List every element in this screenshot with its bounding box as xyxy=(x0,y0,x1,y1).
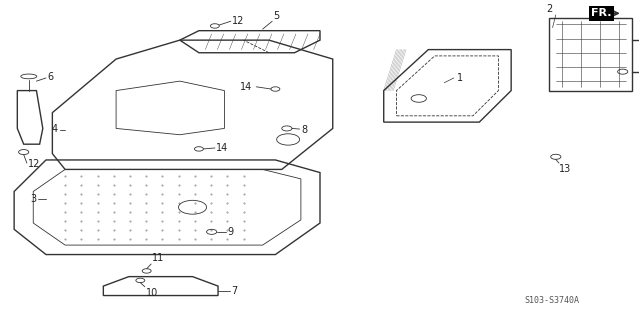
Text: 12: 12 xyxy=(28,159,40,169)
Text: S103-S3740A: S103-S3740A xyxy=(524,296,579,305)
Text: 13: 13 xyxy=(559,164,572,174)
Text: FR.: FR. xyxy=(591,8,612,18)
Text: 14: 14 xyxy=(239,82,252,92)
Text: 1: 1 xyxy=(457,73,463,83)
Text: 6: 6 xyxy=(47,72,53,82)
Text: 11: 11 xyxy=(152,253,164,263)
Text: 10: 10 xyxy=(146,288,158,298)
Text: 8: 8 xyxy=(301,125,307,135)
Text: 3: 3 xyxy=(30,194,36,204)
Text: 9: 9 xyxy=(227,227,233,237)
Text: 12: 12 xyxy=(232,16,244,26)
Text: 2: 2 xyxy=(547,4,552,14)
Text: 5: 5 xyxy=(273,11,280,21)
Text: 4: 4 xyxy=(51,124,58,134)
Text: 7: 7 xyxy=(231,286,237,296)
Text: 14: 14 xyxy=(216,143,228,153)
